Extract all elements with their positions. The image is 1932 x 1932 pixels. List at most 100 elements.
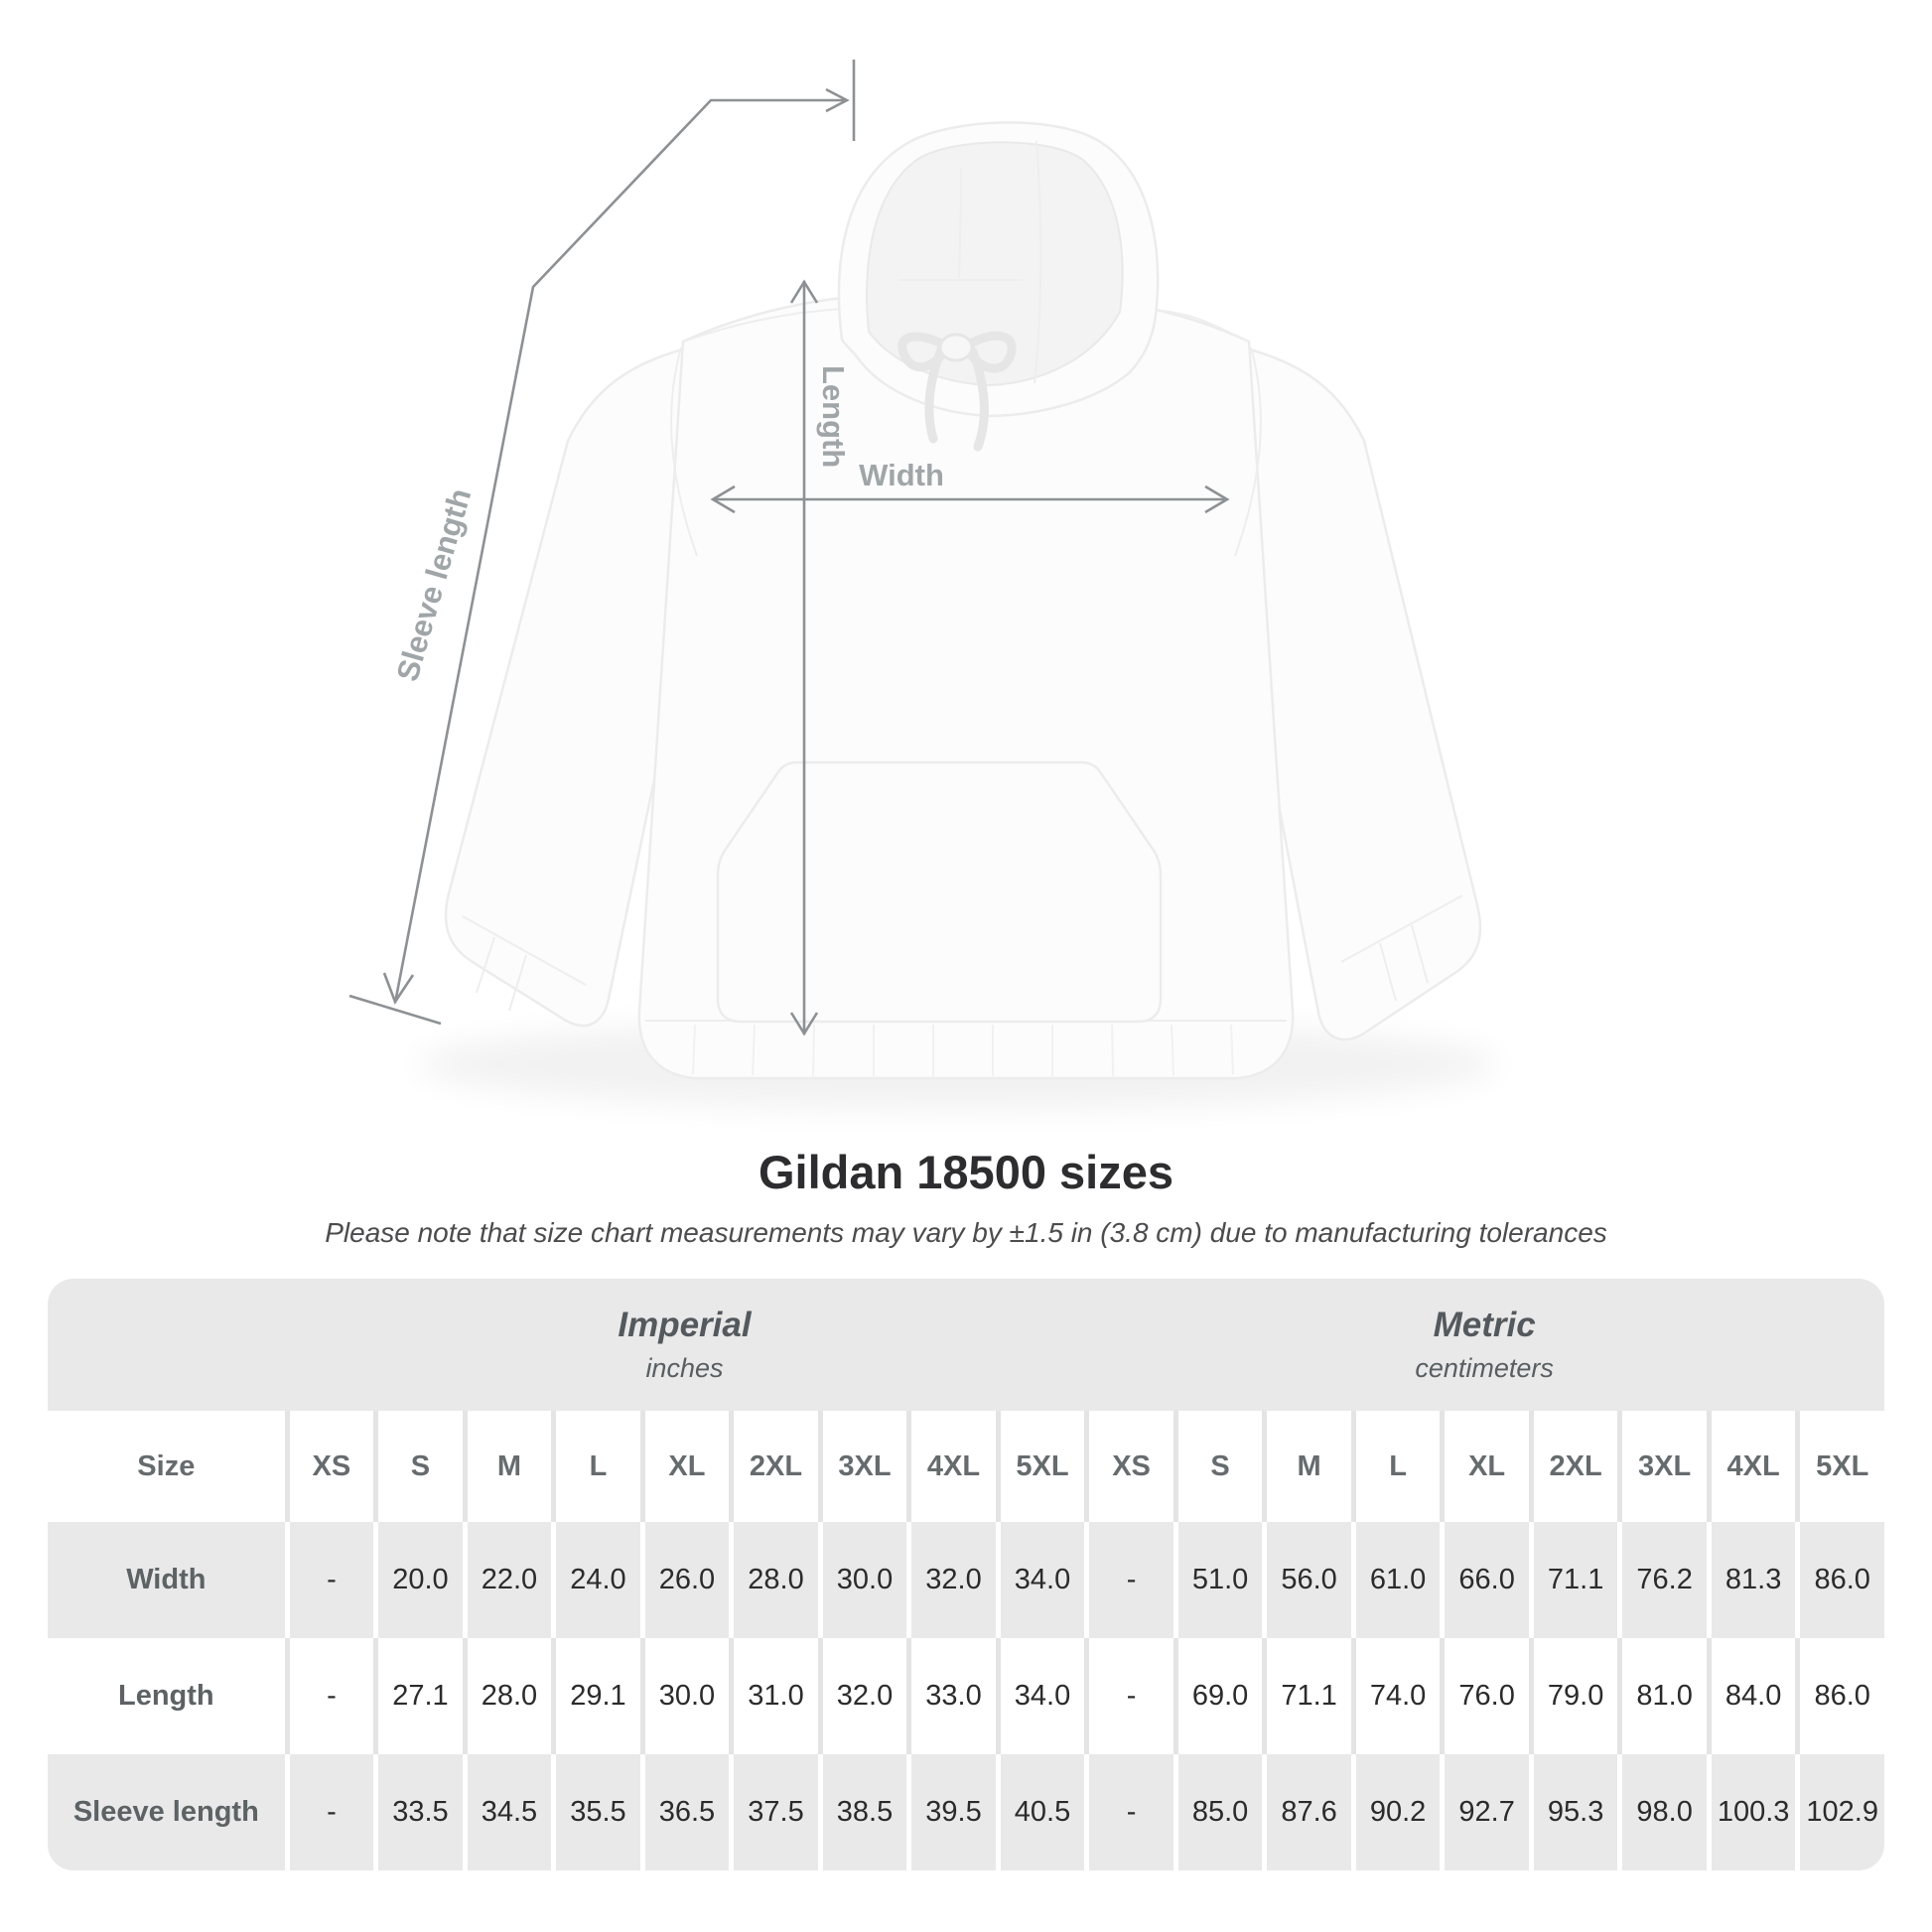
cell: 79.0 (1528, 1638, 1618, 1754)
column-header: XS (284, 1411, 374, 1522)
column-header: L (551, 1411, 640, 1522)
cell: 32.0 (906, 1522, 996, 1638)
column-header: 4XL (1706, 1411, 1796, 1522)
cell: 81.3 (1706, 1522, 1796, 1638)
column-header: 5XL (995, 1411, 1085, 1522)
unit-group-sublabel: centimeters (1415, 1353, 1554, 1383)
cell: 30.0 (639, 1638, 730, 1754)
cell: 40.5 (995, 1754, 1085, 1870)
cell: 66.0 (1440, 1522, 1529, 1638)
row-label: Width (48, 1522, 285, 1638)
cell: 30.0 (817, 1522, 907, 1638)
cell: 37.5 (729, 1754, 818, 1870)
hood-drawstrings (897, 331, 1017, 452)
cell: 81.0 (1617, 1638, 1707, 1754)
cell: 76.2 (1617, 1522, 1707, 1638)
column-header: L (1350, 1411, 1441, 1522)
page-title: Gildan 18500 sizes (758, 1146, 1174, 1198)
hem-ribbing (692, 1024, 1234, 1077)
row-label: Length (48, 1638, 285, 1754)
hoodie-measurement-diagram: Length Width Sleeve length (348, 60, 1499, 1110)
cell: - (1084, 1638, 1173, 1754)
table-row-sleeve-length: Sleeve length - 33.5 34.5 35.5 36.5 37.5… (48, 1754, 1884, 1870)
unit-group-label: Imperial (618, 1306, 752, 1344)
unit-group-label: Metric (1433, 1306, 1536, 1344)
width-arrow-right (1204, 484, 1230, 514)
cell: 98.0 (1617, 1754, 1707, 1870)
cell: 102.9 (1795, 1754, 1884, 1870)
cell: 36.5 (639, 1754, 730, 1870)
cell: 86.0 (1795, 1638, 1884, 1754)
row-label: Sleeve length (48, 1754, 285, 1870)
unit-group-row: Imperial inches Metric centimeters (48, 1279, 1884, 1411)
cell: 84.0 (1706, 1638, 1796, 1754)
cell: 87.6 (1262, 1754, 1351, 1870)
column-header-row: Size XS S M L XL 2XL 3XL 4XL 5XL XS S M … (48, 1411, 1884, 1522)
cell: 26.0 (639, 1522, 730, 1638)
cell: 90.2 (1350, 1754, 1441, 1870)
column-header: XL (1440, 1411, 1529, 1522)
hoodie-right-sleeve (1229, 345, 1482, 1041)
cell: 95.3 (1528, 1754, 1618, 1870)
cell: 20.0 (373, 1522, 463, 1638)
cell: 28.0 (462, 1638, 552, 1754)
column-header: M (462, 1411, 552, 1522)
hoodie-hood (837, 121, 1160, 418)
band-corner (48, 1279, 285, 1411)
cell: 74.0 (1350, 1638, 1441, 1754)
cell: - (284, 1754, 374, 1870)
cell: 34.5 (462, 1754, 552, 1870)
cell: 33.0 (906, 1638, 996, 1754)
cell: 35.5 (551, 1754, 640, 1870)
cell: 31.0 (729, 1638, 818, 1754)
cell: 28.0 (729, 1522, 818, 1638)
cell: 34.0 (995, 1638, 1085, 1754)
column-header: 2XL (729, 1411, 818, 1522)
cell: 29.1 (551, 1638, 640, 1754)
cell: 100.3 (1706, 1754, 1796, 1870)
cell: 51.0 (1173, 1522, 1263, 1638)
table-row-length: Length - 27.1 28.0 29.1 30.0 31.0 32.0 3… (48, 1638, 1884, 1754)
sleeve-length-label: Sleeve length (390, 484, 479, 685)
cell: 27.1 (373, 1638, 463, 1754)
table-row-width: Width - 20.0 22.0 24.0 26.0 28.0 30.0 32… (48, 1522, 1884, 1638)
sleeve-length-arrow-bottom (382, 972, 415, 1005)
column-header: 4XL (906, 1411, 996, 1522)
cell: 71.1 (1262, 1638, 1351, 1754)
cell: 22.0 (462, 1522, 552, 1638)
kangaroo-pocket (716, 760, 1163, 1024)
cell: 33.5 (373, 1754, 463, 1870)
cell: 39.5 (906, 1754, 996, 1870)
length-label: Length (816, 365, 851, 468)
cell: 92.7 (1440, 1754, 1529, 1870)
column-header: 2XL (1528, 1411, 1618, 1522)
column-header: 3XL (1617, 1411, 1707, 1522)
cell: 32.0 (817, 1638, 907, 1754)
cell: 71.1 (1528, 1522, 1618, 1638)
cell: 76.0 (1440, 1638, 1529, 1754)
cell: 85.0 (1173, 1754, 1263, 1870)
sleeve-length-bottom-tick (348, 994, 442, 1026)
column-header: S (1173, 1411, 1263, 1522)
sleeve-length-arrow-right (825, 87, 850, 113)
size-table: Imperial inches Metric centimeters Size … (48, 1279, 1884, 1870)
cell: - (284, 1522, 374, 1638)
cell: 24.0 (551, 1522, 640, 1638)
length-arrow-down (789, 1012, 819, 1036)
length-arrow-up (789, 279, 819, 304)
column-header: S (373, 1411, 463, 1522)
unit-group-sublabel: inches (645, 1353, 724, 1383)
column-header: 3XL (817, 1411, 907, 1522)
cell: - (1084, 1754, 1173, 1870)
column-header: XL (639, 1411, 730, 1522)
width-arrow-left (710, 484, 736, 514)
cell: 38.5 (817, 1754, 907, 1870)
cell: - (284, 1638, 374, 1754)
column-header-size: Size (48, 1411, 285, 1522)
measurement-lines (348, 60, 1230, 1036)
cell: 56.0 (1262, 1522, 1351, 1638)
column-header: M (1262, 1411, 1351, 1522)
cell: 86.0 (1795, 1522, 1884, 1638)
tolerance-note: Please note that size chart measurements… (325, 1217, 1607, 1248)
